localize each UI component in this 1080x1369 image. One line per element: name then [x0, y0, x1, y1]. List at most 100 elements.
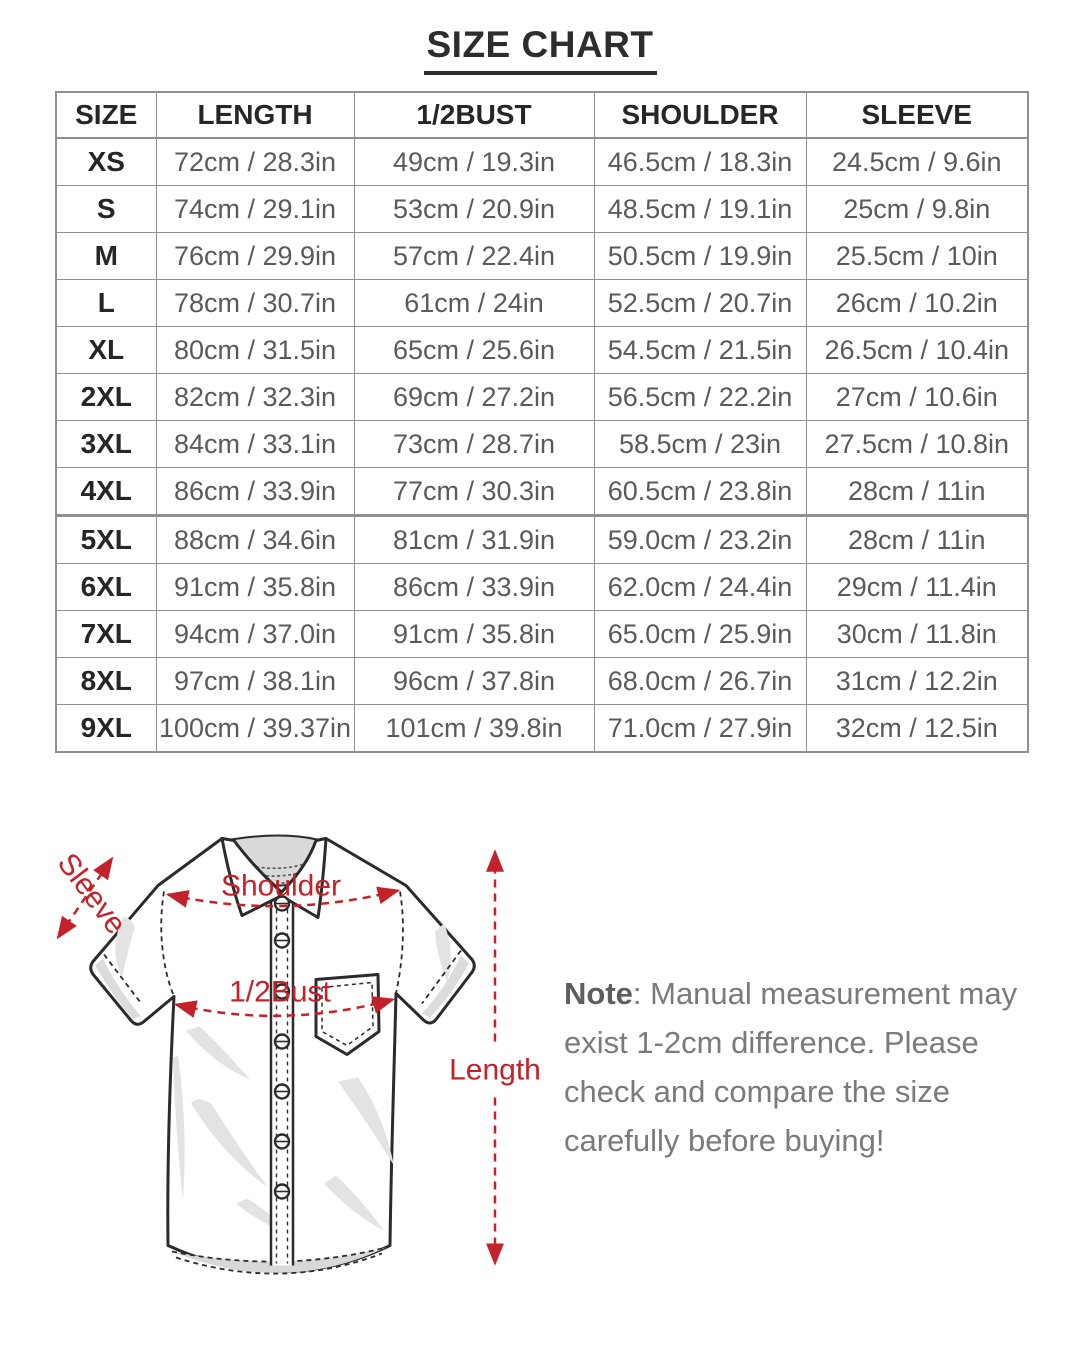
measurement-cell: 74cm / 29.1in: [155, 185, 355, 233]
button: [273, 1033, 291, 1050]
measurement-cell: 26.5cm / 10.4in: [805, 326, 1029, 374]
header-shoulder: SHOULDER: [593, 91, 807, 139]
size-cell: 7XL: [55, 610, 157, 658]
measurement-cell: 65.0cm / 25.9in: [593, 610, 807, 658]
right-cuff-shade: [422, 955, 469, 1018]
title-wrap: SIZE CHART: [0, 0, 1080, 75]
measurement-cell: 80cm / 31.5in: [155, 326, 355, 374]
measurement-cell: 58.5cm / 23in: [593, 420, 807, 468]
measurement-cell: 54.5cm / 21.5in: [593, 326, 807, 374]
measurement-cell: 84cm / 33.1in: [155, 420, 355, 468]
table-row: XS 72cm / 28.3in 49cm / 19.3in 46.5cm / 18.…: [55, 137, 1029, 186]
measurement-cell: 56.5cm / 22.2in: [593, 373, 807, 421]
table-row: L 78cm / 30.7in 61cm / 24in 52.5cm / 20.7in…: [55, 279, 1029, 327]
size-cell: 6XL: [55, 563, 157, 611]
button: [273, 932, 291, 949]
size-cell: 8XL: [55, 657, 157, 705]
size-cell: S: [55, 185, 157, 233]
measurement-cell: 48.5cm / 19.1in: [593, 185, 807, 233]
measurement-cell: 59.0cm / 23.2in: [593, 514, 807, 564]
measurement-cell: 32cm / 12.5in: [805, 704, 1029, 753]
measurement-cell: 31cm / 12.2in: [805, 657, 1029, 705]
measurement-cell: 25cm / 9.8in: [805, 185, 1029, 233]
size-cell: XS: [55, 137, 157, 186]
size-cell: 4XL: [55, 467, 157, 516]
header-row: SIZE LENGTH 1/2BUST SHOULDER SLEEVE: [55, 91, 1029, 139]
button: [273, 1183, 291, 1200]
shoulder-arrow: [165, 886, 401, 908]
measurement-cell: 76cm / 29.9in: [155, 232, 355, 280]
button: [273, 1133, 291, 1150]
measurement-cell: 82cm / 32.3in: [155, 373, 355, 421]
measurement-cell: 30cm / 11.8in: [805, 610, 1029, 658]
note-text: : Manual measurement may exist 1-2cm dif…: [564, 976, 1018, 1158]
wrinkle-shading: [115, 917, 451, 1237]
measurement-annotations: [56, 849, 504, 1266]
measurement-cell: 88cm / 34.6in: [155, 514, 355, 564]
measurement-cell: 25.5cm / 10in: [805, 232, 1029, 280]
measurement-cell: 91cm / 35.8in: [353, 610, 595, 658]
sleeve-arrow: [56, 856, 114, 940]
measurement-cell: 91cm / 35.8in: [155, 563, 355, 611]
table-row: M 76cm / 29.9in 57cm / 22.4in 50.5cm / 19.9…: [55, 232, 1029, 280]
left-cuff-shade: [95, 958, 141, 1019]
shirt-illustration: [89, 834, 476, 1275]
measurement-cell: 86cm / 33.9in: [155, 467, 355, 516]
measurement-cell: 57cm / 22.4in: [353, 232, 595, 280]
buttons: [273, 895, 291, 1200]
note-label: Note: [564, 976, 633, 1011]
left-armhole-seam: [160, 891, 175, 997]
measurement-cell: 73cm / 28.7in: [353, 420, 595, 468]
right-armhole-seam: [395, 891, 404, 994]
measurement-cell: 29cm / 11.4in: [805, 563, 1029, 611]
shoulder-label: Shoulder: [221, 870, 341, 903]
measurement-cell: 97cm / 38.1in: [155, 657, 355, 705]
measurement-cell: 61cm / 24in: [353, 279, 595, 327]
measurement-cell: 69cm / 27.2in: [353, 373, 595, 421]
header-sleeve: SLEEVE: [805, 91, 1029, 139]
measurement-cell: 101cm / 39.8in: [353, 704, 595, 753]
size-cell: XL: [55, 326, 157, 374]
table-row: 3XL 84cm / 33.1in 73cm / 28.7in 58.5cm / 23…: [55, 420, 1029, 468]
measurement-cell: 49cm / 19.3in: [353, 137, 595, 186]
measurement-cell: 94cm / 37.0in: [155, 610, 355, 658]
header-half-bust: 1/2BUST: [353, 91, 595, 139]
length-label: Length: [449, 1054, 541, 1087]
measurement-cell: 26cm / 10.2in: [805, 279, 1029, 327]
shirt-measurement-diagram: Sleeve Shoulder 1/2Bust Length: [51, 834, 541, 1275]
measurement-cell: 65cm / 25.6in: [353, 326, 595, 374]
size-cell: 9XL: [55, 704, 157, 753]
measurement-cell: 72cm / 28.3in: [155, 137, 355, 186]
left-cuff-stitch: [103, 953, 143, 1006]
table-row: 5XL 88cm / 34.6in 81cm / 31.9in 59.0cm / 23…: [55, 514, 1029, 564]
table-row: S 74cm / 29.1in 53cm / 20.9in 48.5cm / 19.1…: [55, 185, 1029, 233]
measurement-cell: 28cm / 11in: [805, 514, 1029, 564]
size-cell: M: [55, 232, 157, 280]
button: [273, 983, 291, 1000]
right-cuff-stitch: [421, 949, 462, 1005]
measurement-cell: 62.0cm / 24.4in: [593, 563, 807, 611]
measurement-cell: 77cm / 30.3in: [353, 467, 595, 516]
measurement-cell: 27cm / 10.6in: [805, 373, 1029, 421]
table-row: 9XL 100cm / 39.37in 101cm / 39.8in 71.0cm /…: [55, 704, 1029, 753]
hem-shade: [172, 1247, 386, 1274]
table-row: 4XL 86cm / 33.9in 77cm / 30.3in 60.5cm / 23…: [55, 467, 1029, 516]
size-table-body: XS 72cm / 28.3in 49cm / 19.3in 46.5cm / 18.…: [55, 137, 1029, 753]
size-cell: 5XL: [55, 514, 157, 564]
table-row: 6XL 91cm / 35.8in 86cm / 33.9in 62.0cm / 24…: [55, 563, 1029, 611]
measurement-cell: 100cm / 39.37in: [155, 704, 355, 753]
size-cell: 3XL: [55, 420, 157, 468]
table-row: 8XL 97cm / 38.1in 96cm / 37.8in 68.0cm / 26…: [55, 657, 1029, 705]
measurement-cell: 52.5cm / 20.7in: [593, 279, 807, 327]
size-cell: 2XL: [55, 373, 157, 421]
measurement-note: Note: Manual measurement may exist 1-2cm…: [564, 969, 1050, 1338]
measurement-cell: 81cm / 31.9in: [353, 514, 595, 564]
measurement-cell: 78cm / 30.7in: [155, 279, 355, 327]
measurement-cell: 27.5cm / 10.8in: [805, 420, 1029, 468]
measurement-cell: 24.5cm / 9.6in: [805, 137, 1029, 186]
measurement-cell: 71.0cm / 27.9in: [593, 704, 807, 753]
table-row: 2XL 82cm / 32.3in 69cm / 27.2in 56.5cm / 22…: [55, 373, 1029, 421]
table-row: 7XL 94cm / 37.0in 91cm / 35.8in 65.0cm / 25…: [55, 610, 1029, 658]
button: [273, 1083, 291, 1100]
size-table-header: SIZE LENGTH 1/2BUST SHOULDER SLEEVE: [55, 91, 1029, 139]
